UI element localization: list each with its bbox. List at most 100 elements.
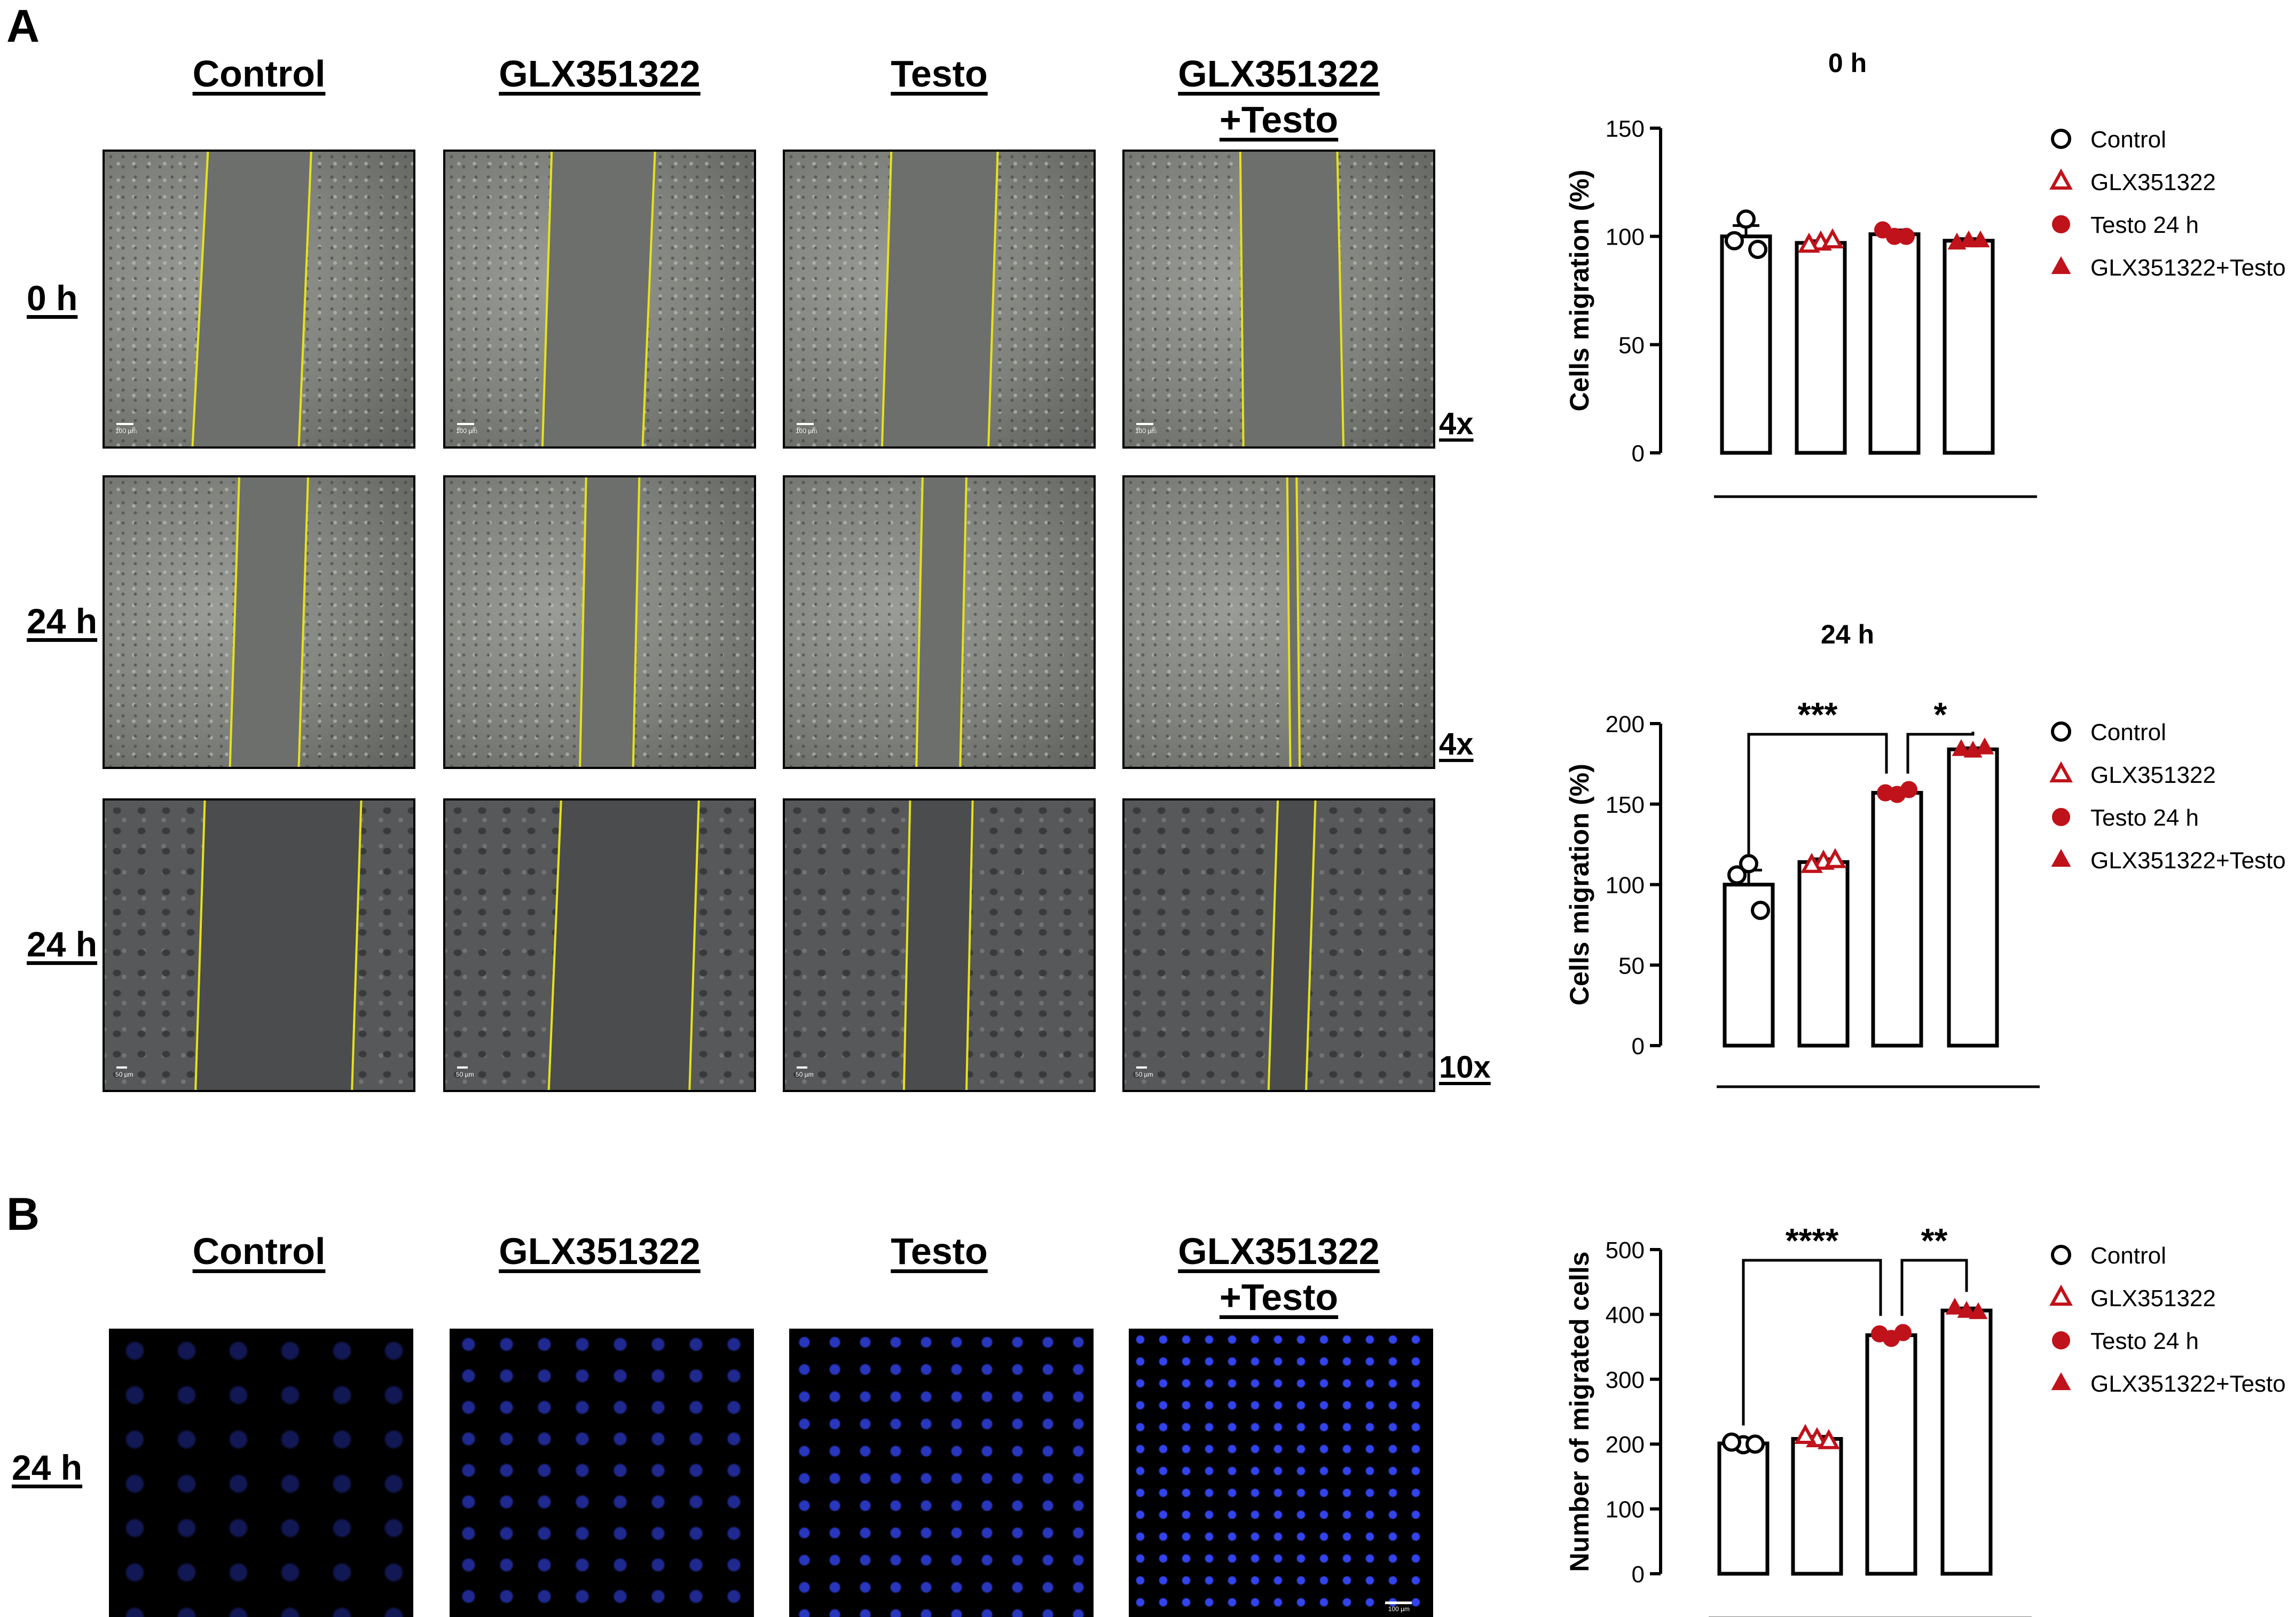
bar <box>1717 1441 1770 1576</box>
scratch-boundary-lines <box>579 477 641 767</box>
scratch-boundary-line <box>1305 800 1317 1090</box>
scratch-boundary-lines <box>880 152 999 446</box>
data-point <box>1877 784 1894 802</box>
data-point <box>1900 781 1917 798</box>
scratch-boundary-line <box>229 477 240 767</box>
data-point <box>1727 865 1747 885</box>
significance-bracket <box>1742 1259 1882 1426</box>
scratch-boundary-lines <box>541 152 656 446</box>
scratch-boundary-line <box>641 152 656 446</box>
scratch-boundary-line <box>688 800 700 1090</box>
scale-bar-label: 100 µm <box>796 427 817 435</box>
scratch-micrograph: 100 µm <box>443 150 756 449</box>
y-tick-label: 0 <box>1632 1033 1645 1059</box>
data-point <box>1947 232 1967 250</box>
scale-bar <box>797 1066 807 1069</box>
data-point <box>2052 1331 2070 1349</box>
scratch-boundary-line <box>1286 477 1292 767</box>
legend-label: GLX351322+Testo <box>2090 255 2286 281</box>
scale-bar <box>1385 1602 1412 1604</box>
y-axis-label: Cells migration (%) <box>1564 170 1594 412</box>
legend-label: Testo 24 h <box>2090 1328 2199 1354</box>
data-point <box>2051 1372 2071 1391</box>
bar <box>1791 1437 1843 1576</box>
scratch-micrograph: 100 µm <box>103 150 415 449</box>
data-point <box>1798 232 1820 253</box>
data-point <box>2051 1245 2071 1265</box>
scratch-micrograph <box>443 475 756 769</box>
scale-bar <box>457 423 474 425</box>
scratch-boundary-line <box>351 800 363 1090</box>
scale-bar-label: 50 µm <box>796 1071 814 1078</box>
scratch-boundary-lines <box>229 477 309 767</box>
data-point <box>2049 761 2073 783</box>
scratch-boundary-line <box>194 800 206 1090</box>
data-point <box>1745 1434 1765 1454</box>
scratch-boundary-lines <box>191 152 312 446</box>
scale-bar <box>797 423 814 425</box>
bar <box>1720 234 1772 455</box>
scratch-boundary-lines <box>1286 477 1301 767</box>
scratch-boundary-lines <box>915 477 968 767</box>
legend-label: GLX351322 <box>2090 169 2216 195</box>
magnification-label: 10x <box>1439 1050 1491 1085</box>
scratch-boundary-line <box>902 800 911 1090</box>
panel-a-column-title: GLX351322 <box>499 53 701 95</box>
y-axis-label: Cells migration (%) <box>1564 764 1594 1006</box>
significance-label: ** <box>1921 1223 1948 1260</box>
scratch-micrograph: 50 µm <box>443 798 756 1092</box>
data-point <box>1871 1325 1888 1343</box>
scratch-boundary-line <box>959 477 968 767</box>
chart-migrated-cells: 0 100 200 300 400 500 Number of migrated cells… <box>1564 1223 2286 1617</box>
scratch-boundary-line <box>965 800 974 1090</box>
panel-a-row-label: 24 h <box>27 924 98 964</box>
magnification-label: 4x <box>1439 406 1474 441</box>
scale-bar-label: 50 µm <box>115 1071 133 1078</box>
y-tick-label: 100 <box>1606 873 1645 899</box>
fluorescence-image <box>109 1329 413 1617</box>
data-point <box>1894 1324 1912 1341</box>
scratch-boundary-line <box>1239 152 1245 446</box>
panel-a-row-label: 24 h <box>27 601 98 641</box>
bar <box>1947 747 1999 1048</box>
magnification-label: 4x <box>1439 727 1474 762</box>
scale-bar-label: 50 µm <box>1135 1071 1153 1078</box>
scratch-boundary-line <box>547 800 562 1090</box>
panel-a-column-title: Control <box>192 53 326 95</box>
scratch-micrograph: 100 µm <box>783 150 1096 449</box>
y-tick-label: 100 <box>1606 1497 1645 1523</box>
scale-bar-label: 50 µm <box>456 1071 474 1078</box>
data-point <box>1874 221 1891 239</box>
chart-title: 0 h <box>1828 48 1867 78</box>
bar <box>1871 791 1923 1048</box>
y-tick-label: 50 <box>1618 332 1645 358</box>
data-point <box>1952 739 1971 756</box>
data-point <box>2051 721 2071 742</box>
scratch-micrograph: 50 µm <box>1122 798 1435 1092</box>
scratch-boundary-line <box>1267 800 1279 1090</box>
scale-bar-label: 100 µm <box>1135 427 1157 435</box>
panel-a-column-title: Testo <box>891 53 988 95</box>
bar <box>1943 239 1995 455</box>
y-tick-label: 150 <box>1606 116 1645 142</box>
legend-label: GLX351322 <box>2090 1285 2216 1312</box>
significance-label: **** <box>1786 1223 1839 1260</box>
fluorescence-image <box>789 1329 1094 1617</box>
scratch-boundary-line <box>880 152 893 446</box>
legend-label: GLX351322+Testo <box>2090 1371 2286 1397</box>
bar <box>1868 232 1921 455</box>
data-point <box>2052 215 2070 233</box>
legend-label: Control <box>2090 1243 2166 1269</box>
data-point <box>1969 1302 1988 1320</box>
legend-label: Testo 24 h <box>2090 805 2199 831</box>
scratch-boundary-line <box>987 152 999 446</box>
scratch-boundary-line <box>632 477 641 767</box>
scratch-micrograph <box>783 475 1096 769</box>
fluorescence-image: 100 µm <box>1129 1329 1433 1617</box>
panel-a-letter: A <box>6 1 40 52</box>
y-tick-label: 500 <box>1606 1237 1645 1263</box>
scratch-micrograph <box>1122 475 1435 769</box>
significance-bracket <box>1900 1259 1968 1316</box>
scale-bar <box>457 1066 468 1069</box>
